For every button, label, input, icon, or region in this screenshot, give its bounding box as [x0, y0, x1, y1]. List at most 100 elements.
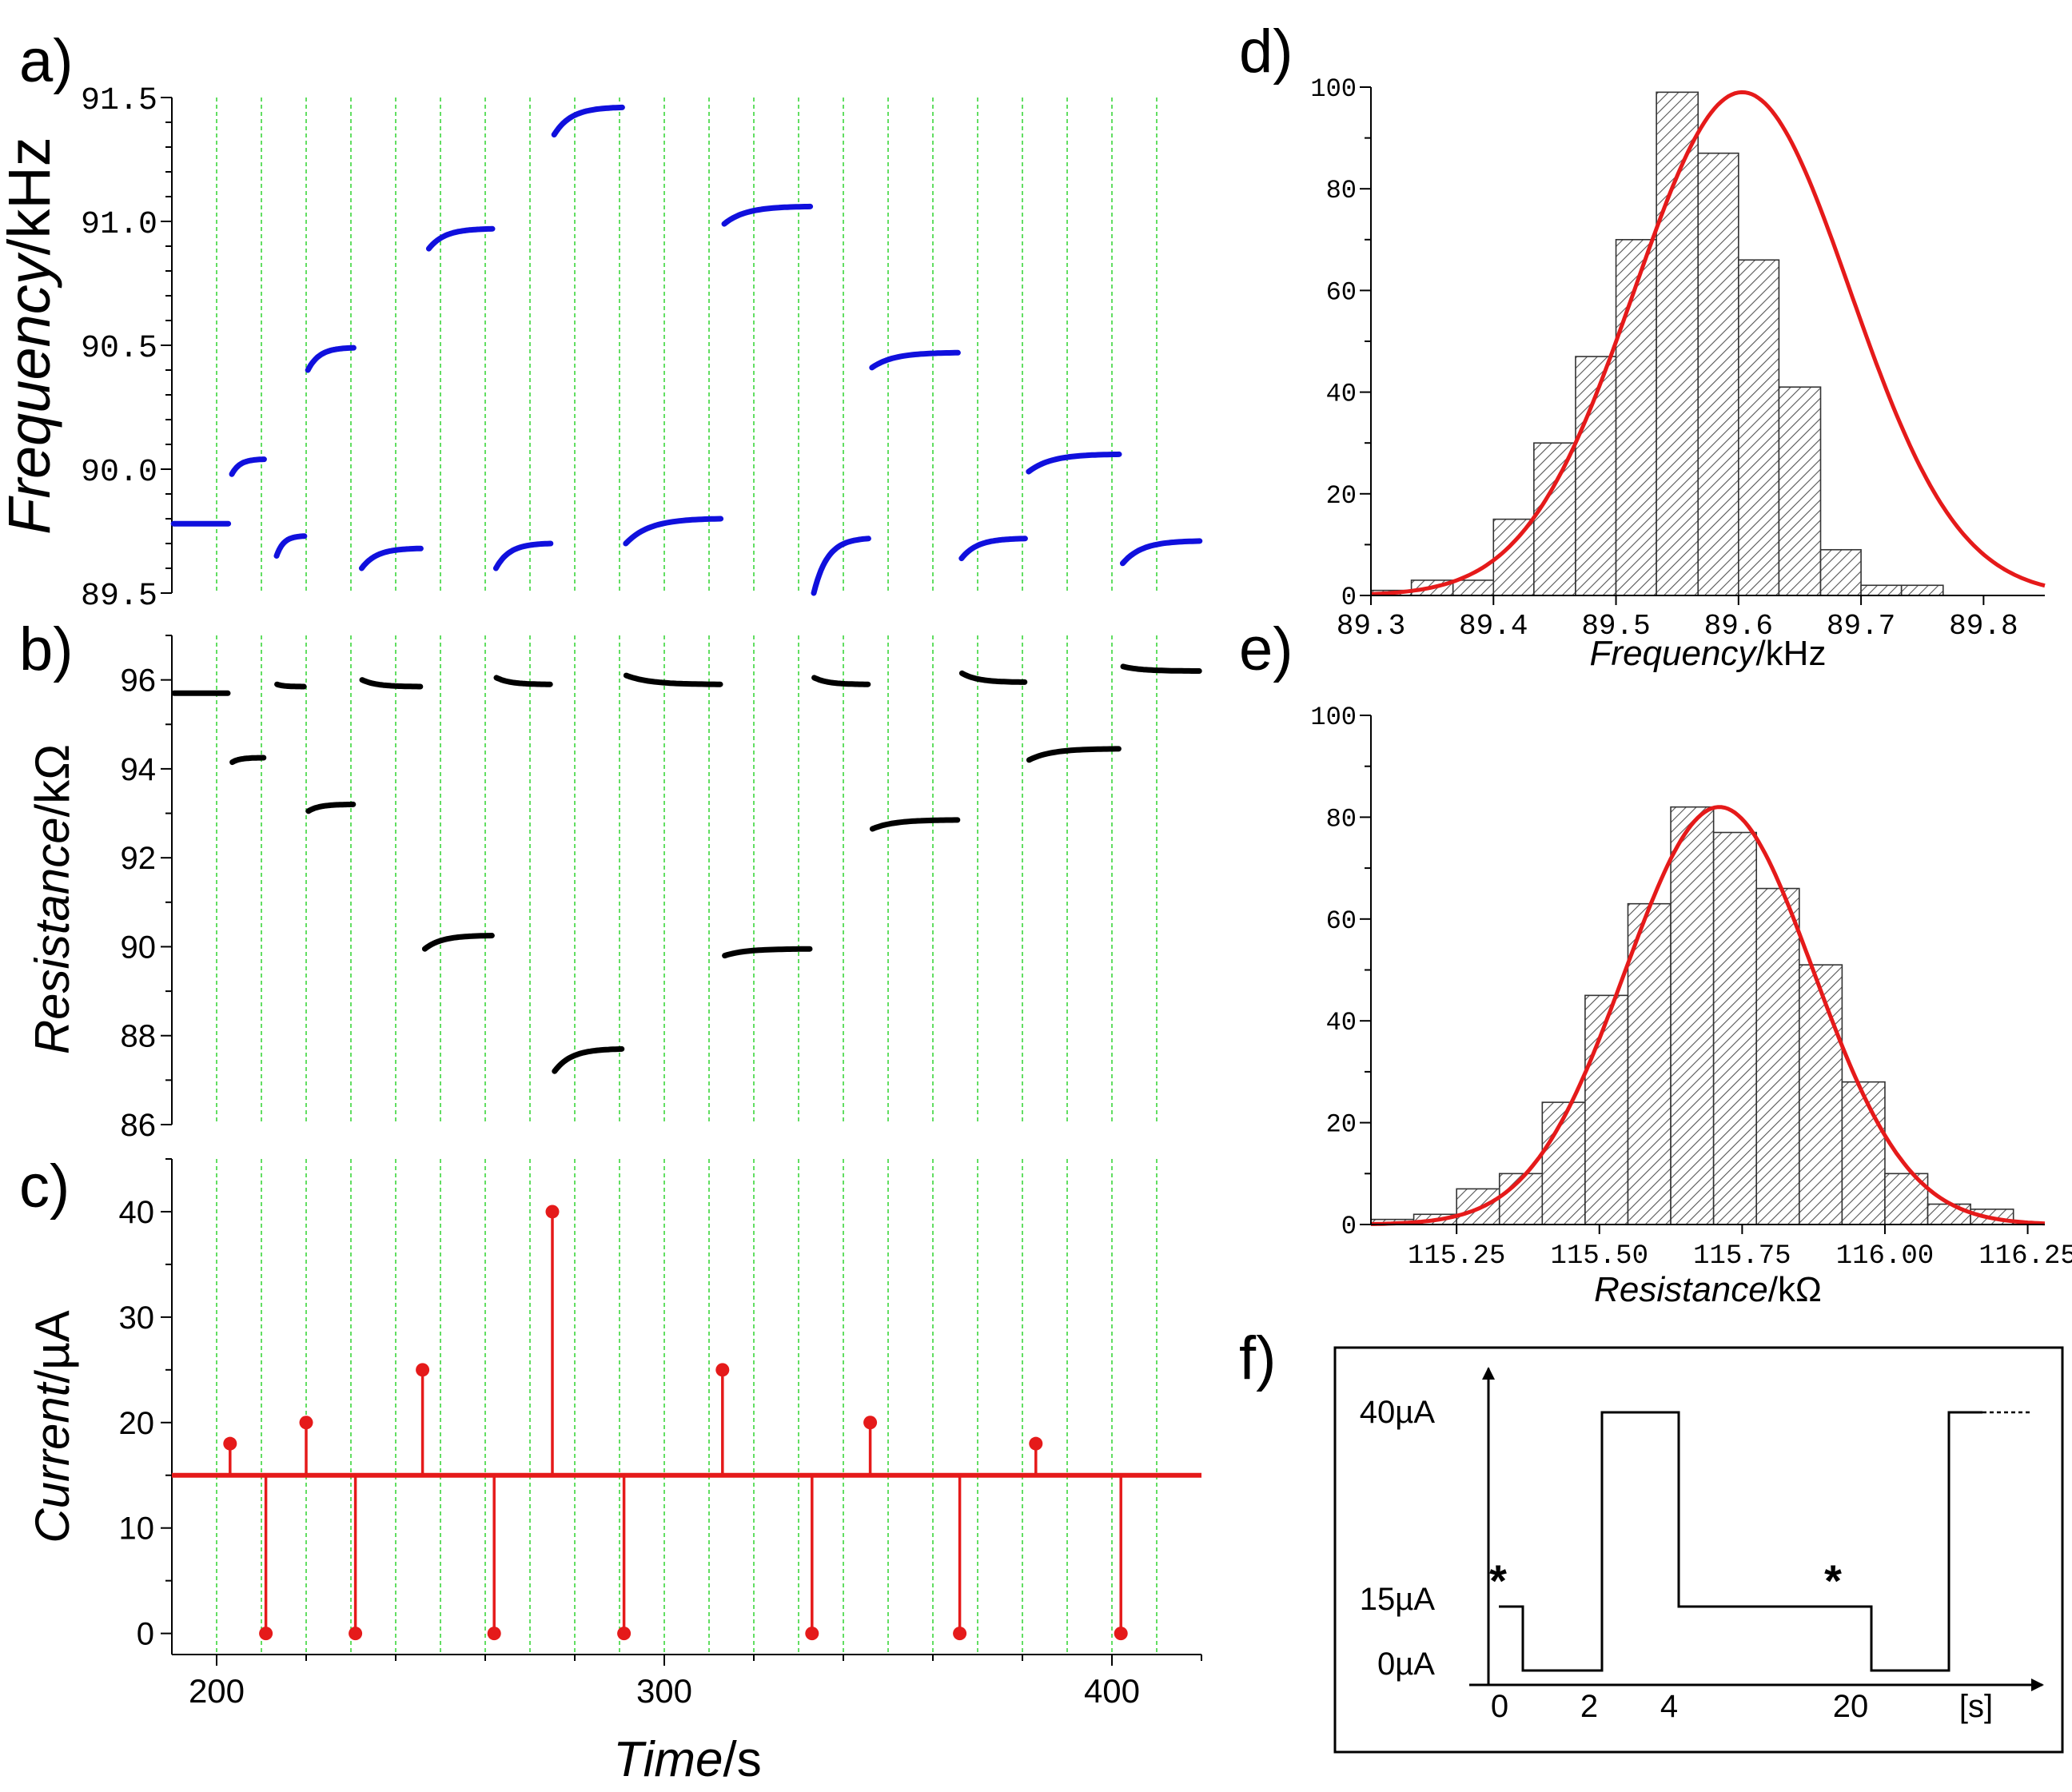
histogram-x-axis-label-unit: /kHz — [1755, 634, 1826, 673]
panel-c-y-tick-label: 10 — [119, 1511, 155, 1547]
panel-b-resistance-segment — [811, 675, 871, 687]
panel-c-axes: 0 10 20 30 40 200 300 400 — [119, 1158, 1202, 1710]
panel-b: b) 86 88 90 92 94 96 Resistance/kΩ — [19, 615, 1202, 1143]
histogram-x-axis-label-quantity: Frequency — [1590, 634, 1759, 673]
panel-c-stem-marker — [617, 1627, 632, 1641]
panel-f-level-15: 15µA — [1360, 1582, 1436, 1617]
panel-a-frequency-segment — [425, 225, 496, 252]
panel-a-frequency-segment — [551, 104, 625, 137]
histogram-y-tick-label: 0 — [1341, 583, 1357, 612]
panel-c-stem-marker — [487, 1627, 501, 1641]
histogram-bar — [1533, 442, 1576, 596]
panel-a: a) 89.5 90.0 90.5 91.0 91.5 Frequency/kHz — [0, 27, 1203, 615]
panel-a-frequency-segment — [492, 540, 554, 571]
panel-f-x-unit: [s] — [1959, 1689, 1993, 1724]
histogram-x-tick-label: 116.00 — [1836, 1241, 1934, 1272]
panel-a-y-tick-label: 90.0 — [81, 455, 157, 491]
histogram-bar — [1799, 964, 1843, 1225]
histogram-x-axis-label: Frequency/kHz — [1590, 634, 1827, 673]
panel-b-y-tick-label: 86 — [121, 1108, 157, 1143]
histogram-y-tick-label: 20 — [1326, 481, 1357, 511]
panel-c-stem-marker — [259, 1627, 273, 1641]
panel-b-resistance-segment — [623, 672, 723, 687]
histogram-y-tick-label: 40 — [1326, 380, 1357, 409]
gaussian-fit-curve — [1371, 805, 2046, 1226]
histogram-x-axis-label: Resistance/kΩ — [1594, 1270, 1822, 1309]
panel-b-y-tick-label: 90 — [121, 930, 157, 965]
panel-c-y-tick-label: 0 — [137, 1617, 154, 1652]
panel-b-resistance-segment — [722, 946, 813, 959]
panel-b-ylabel: Resistance/kΩ — [26, 744, 79, 1054]
panel-e: e) 0 20 40 60 80 100 115.25 115.50 115.75 116.00 1… — [1239, 615, 2072, 1309]
panel-b-resistance-segment — [869, 817, 961, 832]
panel-c-y-tick-label: 30 — [119, 1300, 155, 1336]
histogram-x-tick-label: 115.75 — [1693, 1241, 1791, 1272]
panel-a-grid — [216, 98, 1158, 593]
panel-b-resistance-segment — [274, 681, 307, 690]
panel-b-resistance-segment — [1120, 663, 1202, 674]
panel-c-data — [172, 1205, 1201, 1641]
panel-c-stem-marker — [715, 1363, 730, 1377]
panel-f-tick-20: 20 — [1833, 1689, 1869, 1724]
histogram-y-tick-label: 0 — [1341, 1212, 1357, 1241]
panel-a-frequency-segment — [358, 545, 424, 571]
panel-a-frequency-segment — [958, 536, 1028, 562]
histogram-x-axis-label-unit: /kΩ — [1768, 1270, 1822, 1309]
panel-f-letter: f) — [1239, 1324, 1276, 1392]
panel-b-resistance-segment — [1026, 746, 1122, 763]
panel-a-frequency-segment — [1119, 538, 1203, 567]
histogram-x-tick-label: 115.25 — [1408, 1241, 1505, 1272]
histogram-bar — [1900, 584, 1944, 596]
panel-c-x-tick-label: 200 — [189, 1672, 245, 1710]
panel-a-frequency-segment — [229, 456, 267, 477]
panel-e-letter: e) — [1239, 615, 1293, 683]
histogram-bar — [1584, 994, 1629, 1225]
histogram-bar — [1860, 584, 1903, 596]
panel-f-tick-2: 2 — [1580, 1689, 1598, 1724]
histogram-bar — [1755, 887, 1800, 1225]
gaussian-fit-curve — [1370, 90, 2046, 596]
histogram-x-tick-label: 89.6 — [1704, 610, 1773, 643]
panel-c-y-tick-label: 40 — [119, 1195, 155, 1230]
histogram-bar — [1697, 152, 1739, 596]
panel-a-frequency-segment — [305, 344, 357, 373]
histogram-bar — [1712, 831, 1758, 1225]
panel-b-resistance-segment — [552, 1045, 625, 1074]
panel-c-stem-marker — [953, 1627, 967, 1641]
panel-c-stem-marker — [805, 1627, 819, 1641]
panel-c-stem-marker — [416, 1363, 430, 1377]
histogram-y-tick-label: 80 — [1326, 176, 1357, 205]
histogram-bar — [1819, 548, 1862, 596]
panel-a-frequency-segment — [811, 536, 871, 596]
panel-b-letter: b) — [19, 615, 74, 683]
panel-f-level-40: 40µA — [1360, 1395, 1436, 1430]
histogram-bar — [1656, 91, 1699, 596]
panel-b-y-axis: 86 88 90 92 94 96 — [121, 635, 173, 1143]
panel-b-grid — [216, 635, 1158, 1125]
histogram-x-tick-label: 89.7 — [1827, 610, 1895, 643]
panel-a-frequency-segment — [273, 533, 308, 559]
panel-e-histogram: 0 20 40 60 80 100 115.25 115.50 115.75 116.00 116.… — [1310, 703, 2072, 1309]
histogram-bar — [1778, 386, 1822, 596]
histogram-x-tick-label: 89.3 — [1337, 610, 1405, 643]
panel-a-data — [170, 104, 1203, 596]
panel-f: f) 40µA 15µA 0µA 0 2 4 20 [s] * * — [1239, 1324, 2064, 1754]
panel-c-stem-marker — [1114, 1627, 1128, 1641]
histogram-x-tick-label: 89.4 — [1459, 610, 1528, 643]
panel-a-y-tick-label: 89.5 — [81, 579, 157, 615]
panel-a-y-axis: 89.5 90.0 90.5 91.0 91.5 — [81, 83, 173, 615]
panel-d-letter: d) — [1239, 18, 1293, 86]
panel-f-current-waveform — [1499, 1411, 1982, 1672]
panel-b-y-tick-label: 88 — [121, 1019, 157, 1054]
panel-a-letter: a) — [19, 27, 74, 95]
panel-b-data — [171, 663, 1202, 1074]
panel-f-tick-4: 4 — [1660, 1689, 1678, 1724]
panel-a-y-tick-label: 91.0 — [81, 207, 157, 243]
panel-a-y-tick-label: 90.5 — [81, 331, 157, 367]
panel-c-stem-marker — [223, 1436, 237, 1451]
histogram-y-tick-label: 40 — [1326, 1008, 1357, 1037]
panel-b-resistance-segment — [229, 755, 267, 766]
histogram-x-tick-label: 116.25 — [1978, 1241, 2072, 1272]
panel-c-ylabel: Current/µA — [26, 1310, 79, 1543]
panel-c-stem-marker — [299, 1416, 313, 1430]
